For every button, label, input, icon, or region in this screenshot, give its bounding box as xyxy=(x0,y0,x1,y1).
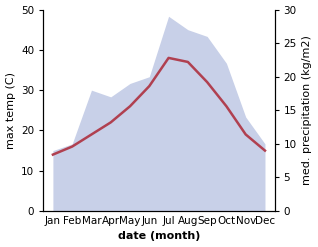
X-axis label: date (month): date (month) xyxy=(118,231,200,242)
Y-axis label: med. precipitation (kg/m2): med. precipitation (kg/m2) xyxy=(302,35,313,185)
Y-axis label: max temp (C): max temp (C) xyxy=(5,72,16,149)
